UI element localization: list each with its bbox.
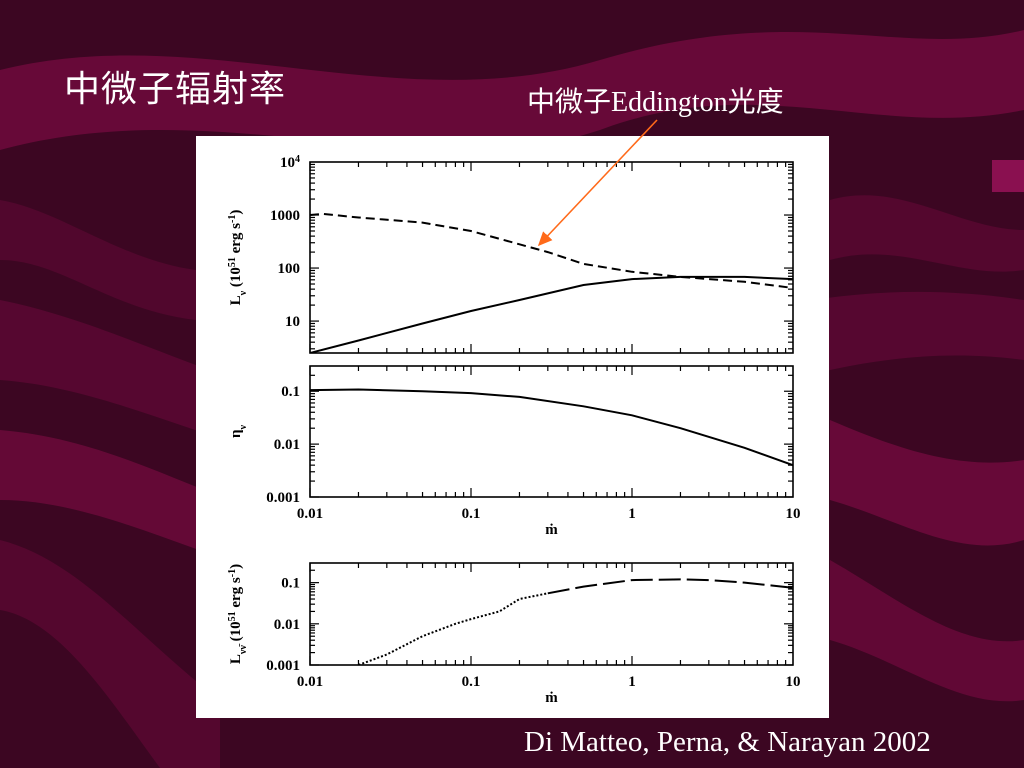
x-tick-label: 1 (628, 506, 636, 522)
x-axis-label: ṁ (545, 522, 558, 538)
x-tick-label: 1 (628, 674, 636, 690)
x-tick-label: 0.1 (462, 506, 481, 522)
slide-title: 中微子辐射率 (64, 69, 287, 110)
figure-panel (196, 136, 829, 718)
x-tick-label: 0.01 (297, 506, 323, 522)
series-line-solid (310, 388, 793, 467)
y-tick-label: 0.01 (274, 617, 300, 633)
y-tick-label: 0.001 (266, 490, 300, 506)
plot-frame (309, 161, 794, 354)
y-tick-label: 0.1 (281, 384, 300, 400)
x-tick-label: 10 (786, 506, 801, 522)
y-tick-label: 10 (285, 314, 300, 330)
y-tick-label: 100 (278, 261, 301, 277)
series-line-solid (310, 275, 793, 353)
y-tick-label: 0.1 (281, 576, 300, 592)
x-tick-label: 0.1 (462, 674, 481, 690)
plot-frame (309, 365, 794, 498)
x-tick-label: 10 (786, 674, 801, 690)
y-tick-label: 0.01 (274, 437, 300, 453)
annotation-label: 中微子Eddington光度 (527, 87, 784, 118)
annotation-arrow (537, 119, 658, 247)
x-axis-label: ṁ (545, 690, 558, 706)
chart-top: 10 100 1000 104 Lν (1051 erg s-1) (227, 154, 794, 354)
y-tick-label: 104 (280, 154, 300, 172)
y-tick-label: 0.001 (266, 658, 300, 674)
x-tick-label: 0.01 (297, 674, 323, 690)
y-axis-label: Lνν̄ (1051 erg s-1) (227, 564, 249, 664)
y-tick-label: 1000 (270, 208, 300, 224)
series-line-dashed (547, 578, 793, 595)
y-axis-label: ην (228, 424, 249, 438)
y-axis-label: Lν (1051 erg s-1) (227, 210, 249, 306)
plot-frame (309, 562, 794, 666)
series-line-dashed (310, 212, 793, 289)
series-line-dotted (358, 592, 548, 665)
citation: Di Matteo, Perna, & Narayan 2002 (524, 726, 931, 758)
